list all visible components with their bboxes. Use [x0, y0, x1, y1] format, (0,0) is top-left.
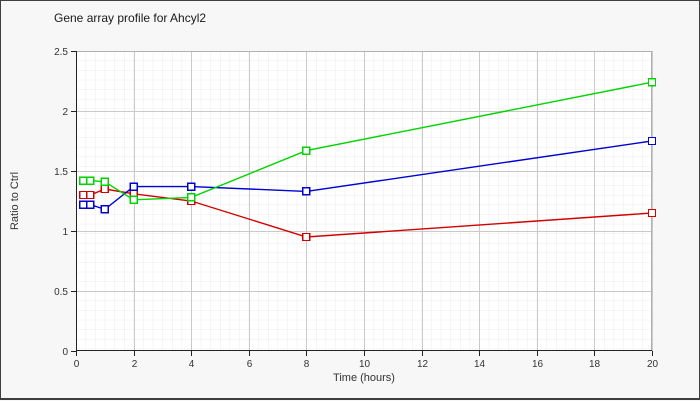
red-series-marker [100, 184, 110, 194]
green-series-marker [186, 193, 196, 202]
blue-series-marker [86, 200, 95, 209]
y-tick-label: 2.5 [54, 47, 68, 58]
x-tick-label: 16 [532, 359, 544, 370]
green-series-marker [302, 146, 311, 155]
red-series-marker [302, 232, 311, 242]
red-series-marker [78, 190, 88, 200]
chart-title: Gene array profile for Ahcyl2 [54, 11, 207, 25]
x-tick-label: 4 [189, 359, 195, 370]
blue-series-marker [647, 136, 657, 146]
green-series-marker [78, 176, 88, 185]
x-axis-label: Time (hours) [333, 372, 395, 384]
blue-series-marker [100, 205, 110, 214]
red-series-marker [86, 190, 95, 200]
y-tick-label: 0.5 [54, 287, 68, 298]
x-tick-label: 18 [589, 359, 601, 370]
x-tick-label: 20 [647, 359, 659, 370]
y-tick-label: 1 [62, 227, 68, 238]
x-tick-label: 2 [132, 359, 138, 370]
red-series-marker [647, 208, 657, 218]
green-series-marker [100, 177, 110, 187]
x-tick-label: 10 [359, 359, 371, 370]
blue-series-marker [186, 182, 196, 191]
y-tick-label: 0 [62, 347, 68, 358]
x-tick-label: 14 [474, 359, 486, 370]
x-tick-label: 6 [247, 359, 253, 370]
x-tick-label: 0 [74, 359, 80, 370]
blue-series-marker [302, 187, 311, 196]
blue-series-marker [78, 200, 88, 209]
y-tick-label: 2 [62, 107, 68, 118]
y-tick-label: 1.5 [54, 167, 68, 178]
green-series-marker [129, 195, 138, 205]
x-tick-label: 12 [417, 359, 429, 370]
blue-series-marker [129, 182, 138, 191]
x-tick-label: 8 [304, 359, 310, 370]
green-series-marker [86, 176, 95, 185]
green-series-marker [647, 77, 657, 87]
